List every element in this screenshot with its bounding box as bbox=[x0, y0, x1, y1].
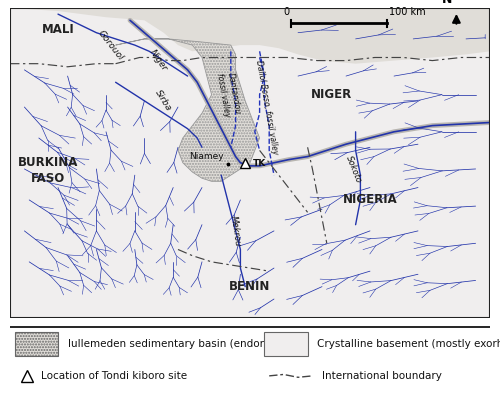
Text: BENIN: BENIN bbox=[230, 280, 270, 293]
Text: Mekrou: Mekrou bbox=[229, 215, 242, 247]
Text: 100 km: 100 km bbox=[389, 7, 426, 17]
Polygon shape bbox=[10, 8, 490, 318]
Text: Dallol Bosso, fossil valley: Dallol Bosso, fossil valley bbox=[254, 59, 280, 155]
Text: Crystalline basement (mostly exorheic): Crystalline basement (mostly exorheic) bbox=[317, 339, 500, 349]
Text: MALI: MALI bbox=[42, 23, 74, 36]
Text: Gorouol: Gorouol bbox=[96, 28, 126, 62]
Text: BURKINA: BURKINA bbox=[18, 156, 78, 169]
Polygon shape bbox=[10, 8, 490, 64]
Text: Sokoto: Sokoto bbox=[344, 154, 363, 184]
Text: Location of Tondi kiboro site: Location of Tondi kiboro site bbox=[41, 371, 188, 381]
Text: Sirba: Sirba bbox=[154, 89, 174, 113]
Text: NIGERIA: NIGERIA bbox=[342, 193, 398, 206]
FancyBboxPatch shape bbox=[15, 332, 58, 356]
Text: Iullemeden sedimentary basin (endorheic): Iullemeden sedimentary basin (endorheic) bbox=[68, 339, 289, 349]
Text: 0: 0 bbox=[283, 7, 289, 17]
Text: N: N bbox=[442, 0, 452, 6]
FancyBboxPatch shape bbox=[264, 332, 308, 356]
Polygon shape bbox=[116, 39, 260, 181]
Text: Niamey: Niamey bbox=[189, 152, 224, 161]
Text: Niger: Niger bbox=[148, 48, 170, 73]
Text: NIGER: NIGER bbox=[311, 88, 352, 101]
Text: Dantandou
fossil valley: Dantandou fossil valley bbox=[215, 71, 242, 118]
Text: International boundary: International boundary bbox=[322, 371, 442, 381]
Text: TK: TK bbox=[253, 159, 266, 168]
Text: FASO: FASO bbox=[32, 172, 66, 185]
